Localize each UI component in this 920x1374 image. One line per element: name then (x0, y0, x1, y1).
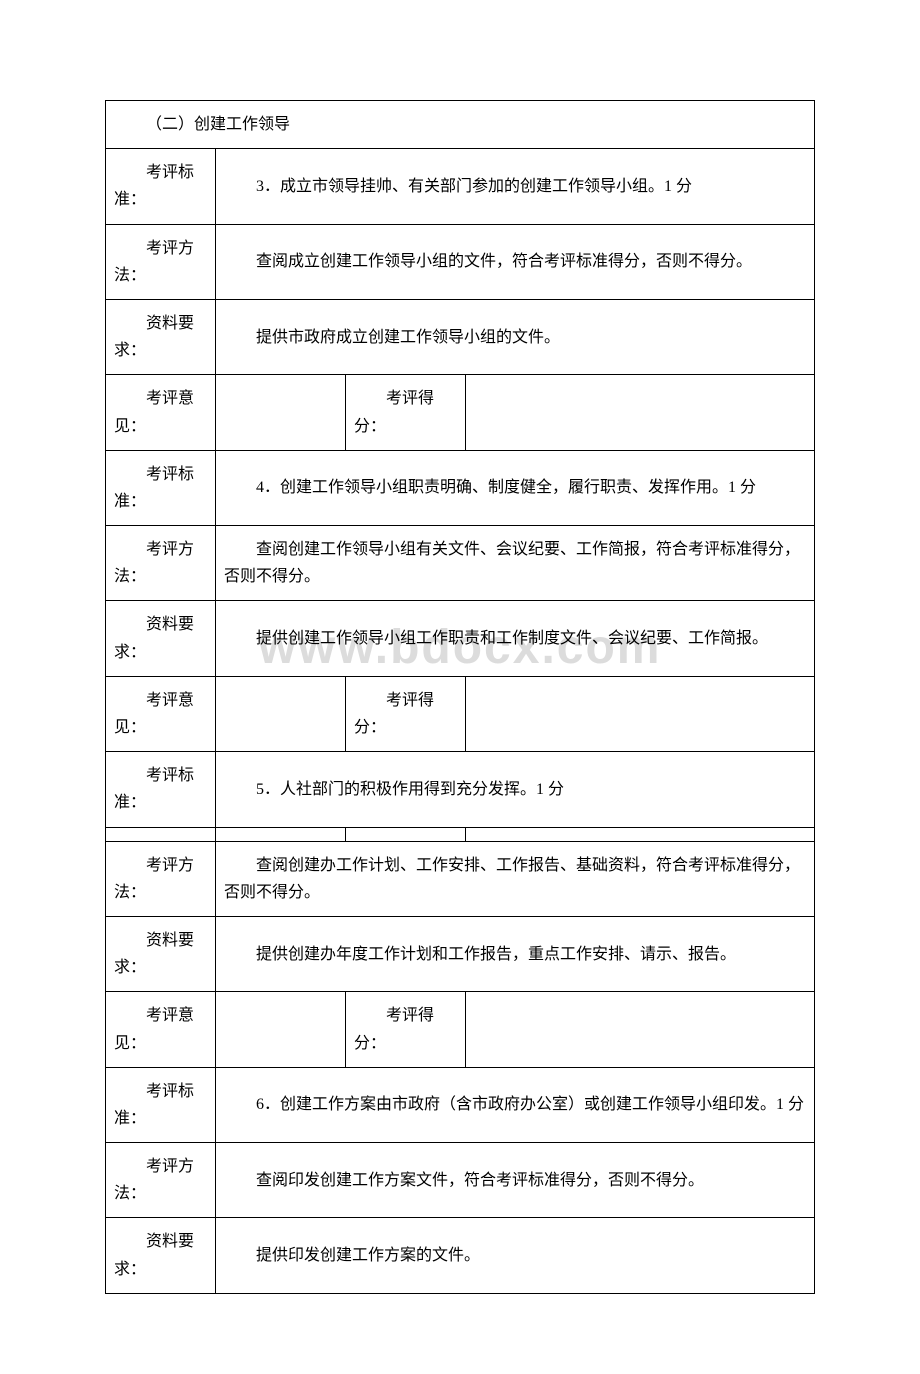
material-value: 提供市政府成立创建工作领导小组的文件。 (216, 299, 815, 374)
section-title: （二）创建工作领导 (106, 101, 815, 149)
method-label: 考评方法： (106, 526, 216, 601)
score-label: 考评得分： (346, 992, 466, 1067)
evaluation-table: （二）创建工作领导 考评标准： 3．成立市领导挂帅、有关部门参加的创建工作领导小… (105, 100, 815, 1294)
opinion-label: 考评意见： (106, 992, 216, 1067)
table-row: 资料要求： 提供创建工作领导小组工作职责和工作制度文件、会议纪要、工作简报。 (106, 601, 815, 676)
method-value: 查阅创建办工作计划、工作安排、工作报告、基础资料，符合考评标准得分，否则不得分。 (216, 841, 815, 916)
material-value: 提供印发创建工作方案的文件。 (216, 1218, 815, 1293)
table-row: 考评方法： 查阅创建工作领导小组有关文件、会议纪要、工作简报，符合考评标准得分，… (106, 526, 815, 601)
table-row: 考评标准： 4．创建工作领导小组职责明确、制度健全，履行职责、发挥作用。1 分 (106, 450, 815, 525)
score-value (466, 676, 815, 751)
section-header-row: （二）创建工作领导 (106, 101, 815, 149)
table-row: 考评方法： 查阅成立创建工作领导小组的文件，符合考评标准得分，否则不得分。 (106, 224, 815, 299)
criteria-label: 考评标准： (106, 450, 216, 525)
table-row: 考评方法： 查阅印发创建工作方案文件，符合考评标准得分，否则不得分。 (106, 1143, 815, 1218)
method-label: 考评方法： (106, 841, 216, 916)
table-row: 考评标准： 6．创建工作方案由市政府（含市政府办公室）或创建工作领导小组印发。1… (106, 1067, 815, 1142)
score-value (466, 375, 815, 450)
opinion-value (216, 676, 346, 751)
method-label: 考评方法： (106, 1143, 216, 1218)
method-label: 考评方法： (106, 224, 216, 299)
method-value: 查阅创建工作领导小组有关文件、会议纪要、工作简报，符合考评标准得分，否则不得分。 (216, 526, 815, 601)
table-row: 考评意见： 考评得分： (106, 992, 815, 1067)
criteria-value: 5．人社部门的积极作用得到充分发挥。1 分 (216, 752, 815, 827)
table-row: 考评意见： 考评得分： (106, 676, 815, 751)
criteria-label: 考评标准： (106, 1067, 216, 1142)
score-label: 考评得分： (346, 375, 466, 450)
score-label: 考评得分： (346, 676, 466, 751)
opinion-label: 考评意见： (106, 375, 216, 450)
criteria-value: 6．创建工作方案由市政府（含市政府办公室）或创建工作领导小组印发。1 分 (216, 1067, 815, 1142)
criteria-label: 考评标准： (106, 149, 216, 224)
material-label: 资料要求： (106, 1218, 216, 1293)
opinion-value (216, 992, 346, 1067)
material-value: 提供创建办年度工作计划和工作报告，重点工作安排、请示、报告。 (216, 916, 815, 991)
opinion-value (216, 375, 346, 450)
material-label: 资料要求： (106, 916, 216, 991)
table-row: 资料要求： 提供创建办年度工作计划和工作报告，重点工作安排、请示、报告。 (106, 916, 815, 991)
table-row: 考评标准： 5．人社部门的积极作用得到充分发挥。1 分 (106, 752, 815, 827)
material-label: 资料要求： (106, 299, 216, 374)
method-value: 查阅印发创建工作方案文件，符合考评标准得分，否则不得分。 (216, 1143, 815, 1218)
table-row: 考评意见： 考评得分： (106, 375, 815, 450)
spacer-row (106, 827, 815, 841)
score-value (466, 992, 815, 1067)
criteria-value: 3．成立市领导挂帅、有关部门参加的创建工作领导小组。1 分 (216, 149, 815, 224)
material-value: 提供创建工作领导小组工作职责和工作制度文件、会议纪要、工作简报。 (216, 601, 815, 676)
material-label: 资料要求： (106, 601, 216, 676)
opinion-label: 考评意见： (106, 676, 216, 751)
table-row: 考评方法： 查阅创建办工作计划、工作安排、工作报告、基础资料，符合考评标准得分，… (106, 841, 815, 916)
table-row: 资料要求： 提供市政府成立创建工作领导小组的文件。 (106, 299, 815, 374)
criteria-value: 4．创建工作领导小组职责明确、制度健全，履行职责、发挥作用。1 分 (216, 450, 815, 525)
table-row: 资料要求： 提供印发创建工作方案的文件。 (106, 1218, 815, 1293)
table-row: 考评标准： 3．成立市领导挂帅、有关部门参加的创建工作领导小组。1 分 (106, 149, 815, 224)
method-value: 查阅成立创建工作领导小组的文件，符合考评标准得分，否则不得分。 (216, 224, 815, 299)
criteria-label: 考评标准： (106, 752, 216, 827)
